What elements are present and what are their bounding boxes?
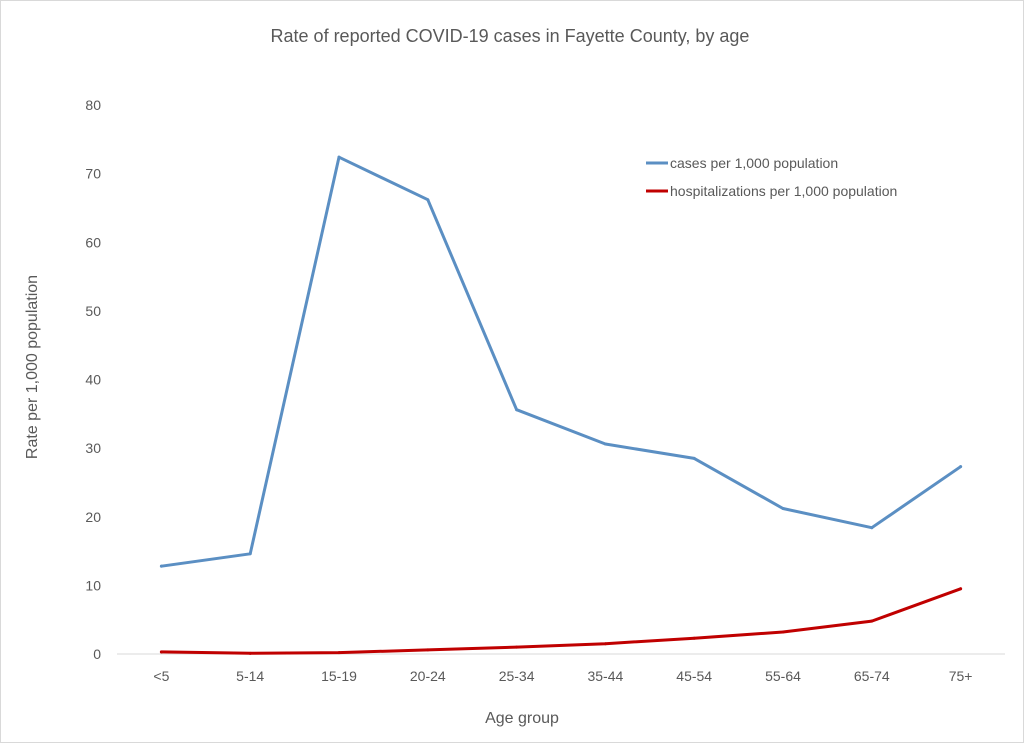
series-lines bbox=[159, 155, 963, 655]
chart-title: Rate of reported COVID-19 cases in Fayet… bbox=[271, 26, 750, 46]
x-tick-label: 65-74 bbox=[854, 668, 890, 684]
y-tick-label: 30 bbox=[85, 440, 101, 456]
x-tick-label: 5-14 bbox=[236, 668, 264, 684]
data-point-hospitalizations bbox=[870, 619, 874, 623]
y-tick-label: 0 bbox=[93, 646, 101, 662]
data-point-cases bbox=[781, 507, 785, 511]
data-point-hospitalizations bbox=[248, 651, 252, 655]
y-tick-label: 10 bbox=[85, 577, 101, 593]
legend-label: hospitalizations per 1,000 population bbox=[670, 183, 897, 199]
data-point-hospitalizations bbox=[337, 651, 341, 655]
y-tick-label: 20 bbox=[85, 509, 101, 525]
legend-label: cases per 1,000 population bbox=[670, 155, 838, 171]
y-tick-label: 60 bbox=[85, 234, 101, 250]
data-point-hospitalizations bbox=[426, 648, 430, 652]
y-tick-label: 80 bbox=[85, 97, 101, 113]
series-line-hospitalizations bbox=[159, 587, 963, 655]
data-point-hospitalizations bbox=[959, 587, 963, 591]
x-tick-label: 25-34 bbox=[499, 668, 535, 684]
x-axis-ticks: <5 5-14 15-19 20-24 25-34 35-44 45-54 55-64 65-7… bbox=[153, 668, 972, 684]
data-point-cases bbox=[248, 552, 252, 556]
x-tick-label: 45-54 bbox=[676, 668, 712, 684]
data-point-cases bbox=[337, 155, 341, 159]
data-point-cases bbox=[959, 465, 963, 469]
data-point-hospitalizations bbox=[781, 630, 785, 634]
y-tick-label: 50 bbox=[85, 303, 101, 319]
data-point-cases bbox=[159, 564, 163, 568]
x-tick-label: 75+ bbox=[949, 668, 973, 684]
data-point-hospitalizations bbox=[603, 642, 607, 646]
series-line-cases bbox=[159, 155, 963, 568]
x-tick-label: <5 bbox=[153, 668, 169, 684]
y-tick-label: 40 bbox=[85, 372, 101, 388]
data-point-hospitalizations bbox=[692, 636, 696, 640]
data-point-cases bbox=[426, 198, 430, 202]
x-axis-label: Age group bbox=[485, 710, 559, 727]
x-tick-label: 35-44 bbox=[587, 668, 623, 684]
y-tick-label: 70 bbox=[85, 166, 101, 182]
data-point-cases bbox=[515, 408, 519, 412]
data-point-hospitalizations bbox=[159, 650, 163, 654]
data-point-cases bbox=[603, 442, 607, 446]
x-tick-label: 20-24 bbox=[410, 668, 446, 684]
x-tick-label: 15-19 bbox=[321, 668, 357, 684]
data-point-cases bbox=[692, 456, 696, 460]
data-point-cases bbox=[870, 526, 874, 530]
legend: cases per 1,000 population hospitalizatio… bbox=[646, 155, 897, 199]
y-axis-label: Rate per 1,000 population bbox=[24, 275, 41, 459]
x-tick-label: 55-64 bbox=[765, 668, 801, 684]
data-point-hospitalizations bbox=[515, 645, 519, 649]
y-axis-ticks: 0 10 20 30 40 50 60 70 80 bbox=[85, 97, 101, 662]
